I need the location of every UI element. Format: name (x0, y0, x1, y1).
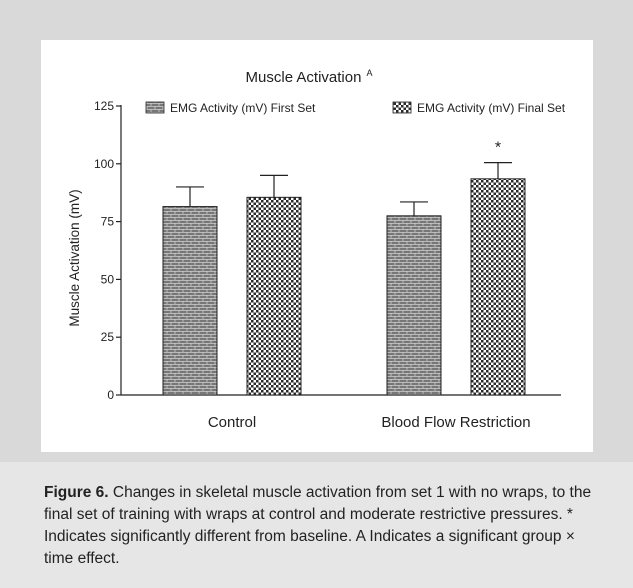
y-tick-label: 75 (101, 215, 115, 229)
y-tick-label: 0 (107, 388, 114, 402)
legend-swatch (145, 101, 165, 114)
bar (470, 178, 526, 396)
figure-caption: Figure 6. Changes in skeletal muscle act… (44, 482, 604, 570)
x-tick-label: Control (208, 414, 256, 431)
chart-panel: Muscle Activation A Muscle Activation (mV… (41, 40, 593, 452)
caption-body: Changes in skeletal muscle activation fr… (44, 484, 592, 567)
y-tick-label: 50 (101, 272, 115, 286)
y-tick-label: 100 (94, 157, 114, 171)
bar (162, 206, 218, 396)
plot-area: 0 25 50 75 100 125 Control Blood Flow Restricti… (94, 99, 566, 431)
y-tick-label: 25 (101, 330, 115, 344)
caption-label: Figure 6. (44, 484, 109, 501)
chart-title: Muscle Activation A (246, 68, 373, 86)
legend-swatch (392, 101, 412, 114)
bar (246, 196, 302, 396)
caption-box: Figure 6. Changes in skeletal muscle act… (0, 462, 633, 588)
chart-title-superscript: A (366, 68, 372, 78)
y-tick-label: 125 (94, 99, 114, 113)
legend-label: EMG Activity (mV) Final Set (417, 101, 566, 115)
significance-marker: * (495, 140, 501, 157)
chart: Muscle Activation A Muscle Activation (mV… (67, 68, 566, 431)
x-tick-label: Blood Flow Restriction (381, 414, 530, 431)
y-axis-label: Muscle Activation (mV) (67, 189, 82, 326)
bar (386, 215, 442, 396)
legend-label: EMG Activity (mV) First Set (170, 101, 316, 115)
